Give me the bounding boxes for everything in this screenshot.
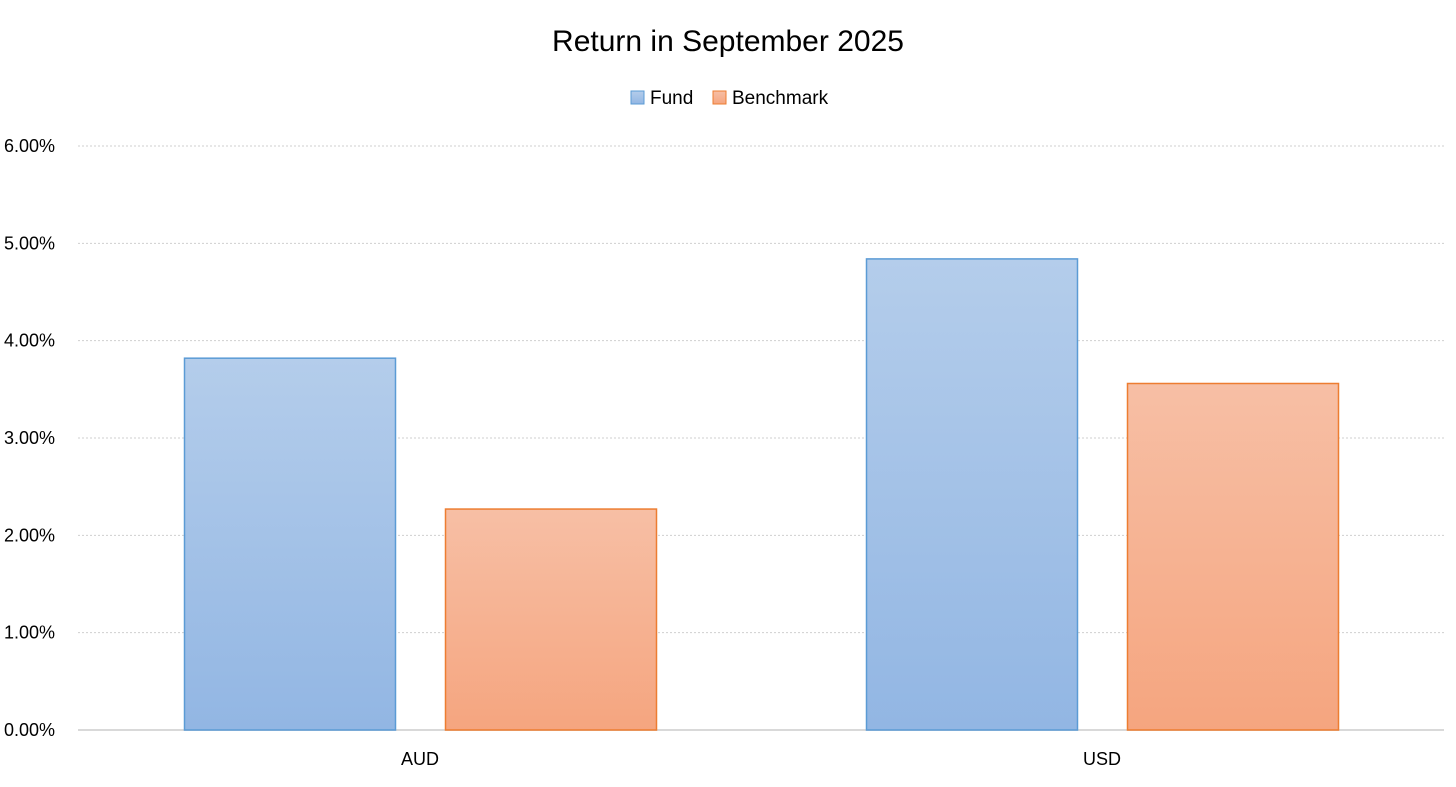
y-tick-label: 3.00% <box>4 428 55 448</box>
x-category-label: USD <box>1083 749 1121 769</box>
bar-fund-usd <box>865 258 1079 731</box>
y-axis-tick-labels: 0.00% 1.00% 2.00% 3.00% 4.00% 5.00% 6.00% <box>4 136 55 740</box>
bar-fund-aud <box>183 357 397 731</box>
y-tick-label: 6.00% <box>4 136 55 156</box>
legend: Fund Benchmark <box>630 88 829 109</box>
legend-swatch-fund <box>630 90 645 105</box>
bars <box>183 258 1340 731</box>
y-tick-label: 2.00% <box>4 525 55 545</box>
legend-label-fund: Fund <box>650 88 693 109</box>
legend-swatch-benchmark <box>712 90 727 105</box>
x-axis-category-labels: AUD USD <box>401 749 1121 769</box>
chart-title: Return in September 2025 <box>552 25 904 58</box>
legend-label-benchmark: Benchmark <box>732 88 829 109</box>
y-tick-label: 0.00% <box>4 720 55 740</box>
bar-benchmark-aud <box>444 508 658 731</box>
x-category-label: AUD <box>401 749 439 769</box>
bar-benchmark-usd <box>1126 382 1340 731</box>
y-tick-label: 5.00% <box>4 233 55 253</box>
y-tick-label: 1.00% <box>4 623 55 643</box>
y-tick-label: 4.00% <box>4 331 55 351</box>
